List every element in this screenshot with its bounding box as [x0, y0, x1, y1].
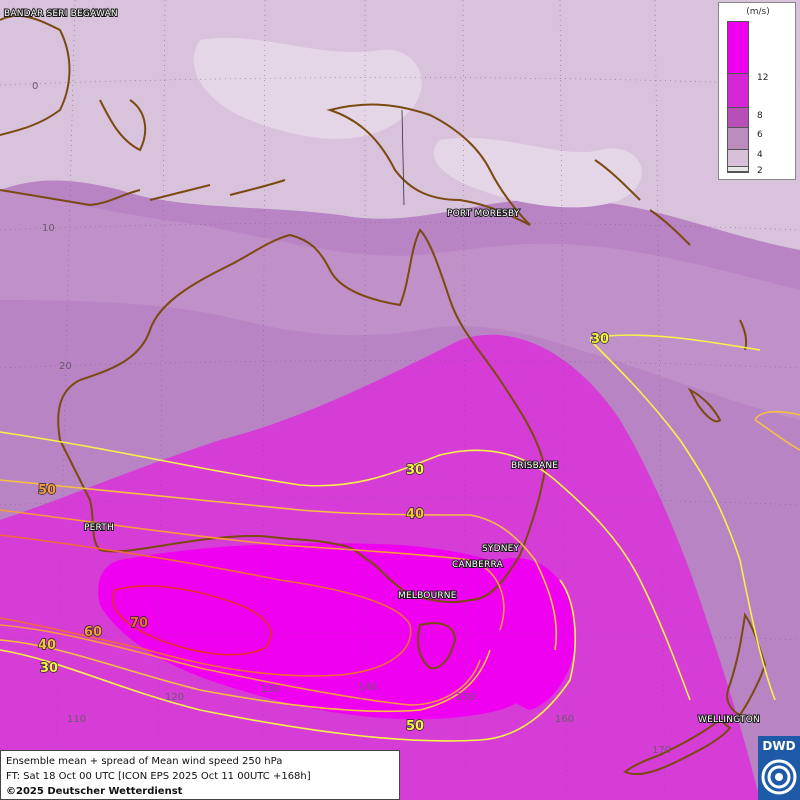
isotach-label-70: 70 — [130, 616, 148, 631]
isotach-label-30-north: 30 — [406, 463, 424, 478]
coast-borneo — [0, 14, 71, 136]
coast-indonesia-b — [149, 179, 286, 201]
caption-copyright: ©2025 Deutscher Wetterdienst — [6, 786, 183, 797]
city-label-melbourne: MELBOURNE — [398, 591, 457, 601]
isotach-label-50-west: 50 — [38, 483, 56, 498]
dwd-logo: DWD — [758, 736, 800, 800]
caption-title: Ensemble mean + spread of Mean wind spee… — [6, 756, 283, 767]
isotach-30-tasman — [754, 410, 800, 451]
coast-new-caledonia — [687, 387, 722, 423]
city-label-wellington: WELLINGTON — [698, 715, 760, 725]
city-label-brisbane: BRISBANE — [511, 461, 558, 471]
isotach-40-south — [0, 639, 491, 713]
isotach-label-30-southwest: 30 — [40, 661, 58, 676]
isotach-50-north — [0, 509, 505, 631]
lon-label-160: 160 — [555, 714, 574, 725]
isotach-70 — [112, 585, 272, 656]
lat-label-0: 0 — [32, 81, 38, 92]
lon-label-110: 110 — [67, 714, 86, 725]
coast-tasmania — [417, 622, 457, 670]
shade-lighter-patches — [193, 37, 642, 208]
legend-swatch-6-8 — [728, 108, 748, 128]
isotachs — [0, 334, 800, 742]
shade-peak-east — [484, 558, 576, 710]
city-label-perth: PERTH — [84, 523, 114, 533]
isotach-50-south — [0, 624, 481, 706]
coast-indonesia-a — [0, 189, 141, 207]
isotach-30-east — [589, 334, 776, 701]
city-label-sydney: SYDNEY — [482, 544, 520, 554]
city-label-bandar-seri-begawan: BANDAR SERI BEGAWAN — [4, 9, 118, 19]
color-legend: (m/s) 12 8 6 4 2 — [718, 2, 796, 180]
isotach-30-north — [0, 431, 691, 701]
lon-label-130: 130 — [261, 684, 280, 695]
legend-tick-8: 8 — [757, 111, 763, 121]
legend-swatch-8-12 — [728, 74, 748, 108]
legend-swatch-4-6 — [728, 128, 748, 150]
legend-tick-2: 2 — [757, 166, 763, 176]
isotach-label-40-southwest: 40 — [38, 638, 56, 653]
legend-unit: (m/s) — [746, 7, 770, 17]
legend-tick-12: 12 — [757, 73, 769, 83]
dwd-swirl-icon — [761, 759, 797, 795]
dwd-logo-text: DWD — [762, 739, 796, 753]
isotach-40-north — [0, 479, 558, 651]
legend-swatch-above-12 — [728, 22, 748, 74]
legend-swatch-2-4 — [728, 150, 748, 167]
city-label-port-moresby: PORT MORESBY — [447, 209, 520, 219]
isotach-label-60: 60 — [84, 625, 102, 640]
border-png — [401, 109, 405, 206]
coast-solomons — [594, 159, 691, 246]
lat-label-10: 10 — [42, 223, 55, 234]
isotach-label-50-south: 50 — [406, 719, 424, 734]
coast-new-guinea — [326, 103, 531, 226]
lon-label-170: 170 — [652, 745, 671, 756]
lon-label-140: 140 — [358, 682, 377, 693]
isotach-60 — [0, 534, 412, 677]
coast-sulawesi — [99, 99, 147, 152]
isotach-label-40-north: 40 — [406, 507, 424, 522]
legend-tick-6: 6 — [757, 130, 763, 140]
map-caption: Ensemble mean + spread of Mean wind spee… — [0, 750, 400, 800]
lon-label-120: 120 — [165, 692, 184, 703]
coast-australia — [57, 228, 547, 604]
caption-forecast-time: FT: Sat 18 Oct 00 UTC [ICON EPS 2025 Oct… — [6, 771, 311, 782]
coast-new-zealand-south — [623, 718, 732, 776]
legend-color-bar — [727, 21, 749, 173]
isotach-30-south — [0, 579, 576, 742]
city-label-canberra: CANBERRA — [452, 560, 504, 570]
legend-tick-4: 4 — [757, 150, 763, 160]
legend-swatch-below-2 — [728, 167, 748, 172]
shade-peak-core — [98, 543, 568, 720]
lon-label-150: 150 — [456, 692, 475, 703]
isotach-label-30-east: 30 — [591, 332, 609, 347]
lat-label-20: 20 — [59, 361, 72, 372]
